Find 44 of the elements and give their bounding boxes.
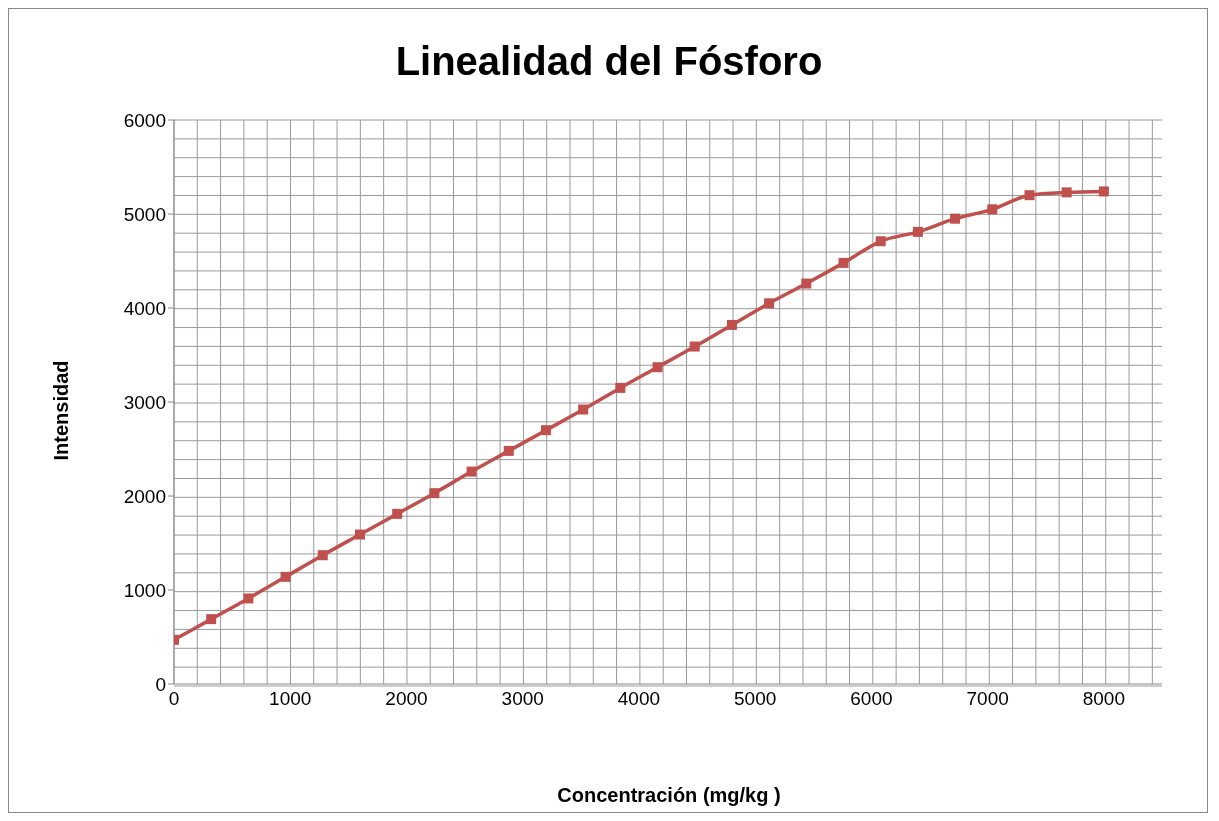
- point: [875, 236, 886, 247]
- point: [206, 614, 217, 625]
- point: [429, 488, 440, 499]
- point: [243, 593, 254, 604]
- x-tick-label: 3000: [501, 688, 544, 710]
- point: [801, 278, 812, 289]
- x-axis-title: Concentración (mg/kg ): [556, 784, 782, 807]
- y-tick-label: 4000: [123, 297, 166, 319]
- point: [838, 257, 849, 268]
- point: [987, 204, 998, 215]
- point: [1061, 187, 1072, 198]
- x-tick-label: 6000: [850, 688, 893, 710]
- point: [726, 319, 737, 330]
- x-tick-label: 5000: [734, 688, 777, 710]
- y-tick-label: 2000: [123, 485, 166, 507]
- point: [689, 341, 700, 352]
- point: [615, 382, 626, 393]
- point: [950, 213, 961, 224]
- x-tick-label: 7000: [966, 688, 1009, 710]
- point: [317, 550, 328, 561]
- y-axis-title: Intensidad: [49, 359, 73, 463]
- point: [503, 445, 514, 456]
- x-tick-label: 1000: [269, 688, 312, 710]
- point: [1098, 186, 1109, 197]
- point: [466, 466, 477, 477]
- point: [392, 508, 403, 519]
- y-tick-label: 5000: [123, 203, 166, 225]
- point: [280, 571, 291, 582]
- y-tick-label: 6000: [123, 109, 166, 131]
- y-tick-label: 0: [155, 673, 166, 695]
- x-tick-label: 2000: [385, 688, 428, 710]
- x-tick-label: 0: [168, 688, 180, 710]
- x-tick-label: 4000: [617, 688, 661, 710]
- point: [1024, 190, 1035, 201]
- chart-title: Linealidad del Fósforo: [394, 39, 824, 84]
- y-tick-label: 1000: [123, 579, 166, 601]
- x-tick-label: 8000: [1082, 688, 1126, 710]
- y-tick-label: 3000: [123, 391, 166, 413]
- point: [652, 362, 663, 373]
- point: [540, 425, 551, 436]
- point: [354, 529, 365, 540]
- point: [578, 404, 589, 415]
- point: [912, 226, 923, 237]
- point: [764, 298, 775, 309]
